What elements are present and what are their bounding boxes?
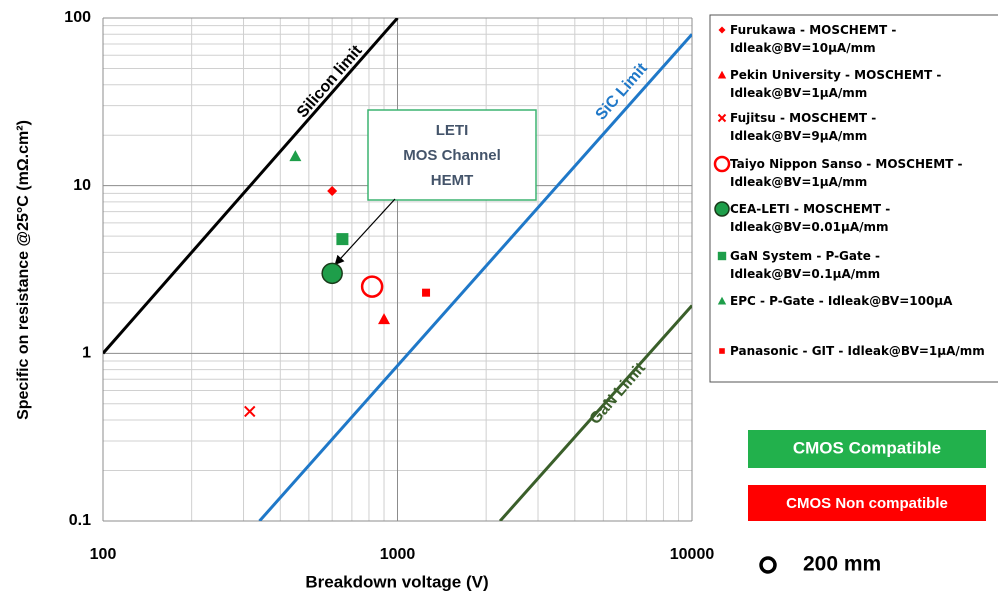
legend-label: CEA-LETI - MOSCHEMT - Idleak@BV=0.01µA/m…: [730, 202, 891, 234]
legend-marker: [718, 26, 726, 34]
annotation-arrow: [334, 198, 396, 266]
annotation-box: [367, 109, 537, 201]
legend-label: Panasonic - GIT - Idleak@BV=1µA/mm: [730, 344, 985, 358]
limit-line: [258, 33, 692, 521]
point: [422, 288, 431, 297]
legend-box: [709, 14, 998, 383]
point: [327, 185, 338, 196]
annotation-text: MOS Channel: [403, 147, 501, 164]
y-axis-title: Specific on resistance @25°C (mΩ.cm²): [15, 120, 32, 420]
badge-text: CMOS Non compatible: [786, 495, 948, 512]
legend-label: GaN System - P-Gate - Idleak@BV=0.1µA/mm: [730, 249, 881, 281]
x-axis-title: Breakdown voltage (V): [305, 572, 488, 591]
limit-line: [103, 18, 399, 355]
badge: [748, 485, 986, 521]
point: [321, 262, 343, 285]
legend-entry: Panasonic - GIT - Idleak@BV=1µA/mm: [730, 344, 985, 358]
legend-entry: Taiyo Nippon Sanso - MOSCHEMT - Idleak@B…: [730, 157, 963, 189]
point: [360, 275, 384, 298]
legend-entry: Pekin University - MOSCHEMT - Idleak@BV=…: [730, 68, 942, 100]
legend-marker: [714, 201, 730, 217]
annotation-text: HEMT: [431, 172, 474, 189]
legend-label: Pekin University - MOSCHEMT - Idleak@BV=…: [730, 68, 942, 100]
annotation: LETI MOS Channel HEMT: [367, 109, 537, 201]
legend-marker: [719, 348, 725, 354]
y-tick-label: 0.1: [69, 512, 91, 529]
legend-entry: Furukawa - MOSCHEMT - Idleak@BV=10µA/mm: [730, 23, 897, 55]
legend-entry: EPC - P-Gate - Idleak@BV=100µA: [730, 294, 953, 308]
legend-marker: [717, 70, 727, 79]
size-note: 200 mm: [803, 553, 881, 576]
x-tick-label: 1000: [380, 546, 416, 563]
x-tick-label: 10000: [670, 546, 715, 563]
y-tick-label: 1: [82, 345, 91, 362]
x-tick-label: 100: [90, 546, 117, 563]
legend-entry: Fujitsu - MOSCHEMT - Idleak@BV=9µA/mm: [730, 111, 877, 143]
legend-label: Taiyo Nippon Sanso - MOSCHEMT - Idleak@B…: [730, 157, 963, 189]
annotation-text: LETI: [436, 122, 469, 139]
legend-marker: [717, 113, 727, 123]
legend-label: Fujitsu - MOSCHEMT - Idleak@BV=9µA/mm: [730, 111, 877, 143]
legend-label: Furukawa - MOSCHEMT - Idleak@BV=10µA/mm: [730, 23, 897, 55]
y-tick-label: 10: [73, 177, 91, 194]
limit-line: [498, 304, 692, 521]
limit-line-label: Silicon limit: [294, 42, 366, 121]
legend-marker: [713, 155, 731, 173]
legend-label: EPC - P-Gate - Idleak@BV=100µA: [730, 294, 953, 308]
y-tick-label: 100: [64, 9, 91, 26]
size-icon: [759, 556, 777, 574]
legend-entry: GaN System - P-Gate - Idleak@BV=0.1µA/mm: [730, 249, 881, 281]
point: [289, 150, 302, 162]
legend-entry: CEA-LETI - MOSCHEMT - Idleak@BV=0.01µA/m…: [730, 202, 891, 234]
badge: [748, 430, 986, 468]
point: [336, 233, 349, 246]
badge-text: CMOS Compatible: [793, 438, 941, 457]
point: [378, 313, 391, 325]
legend-marker: [717, 251, 727, 261]
point: [244, 405, 256, 418]
legend-marker: [717, 296, 727, 305]
limit-lines: [103, 18, 692, 521]
